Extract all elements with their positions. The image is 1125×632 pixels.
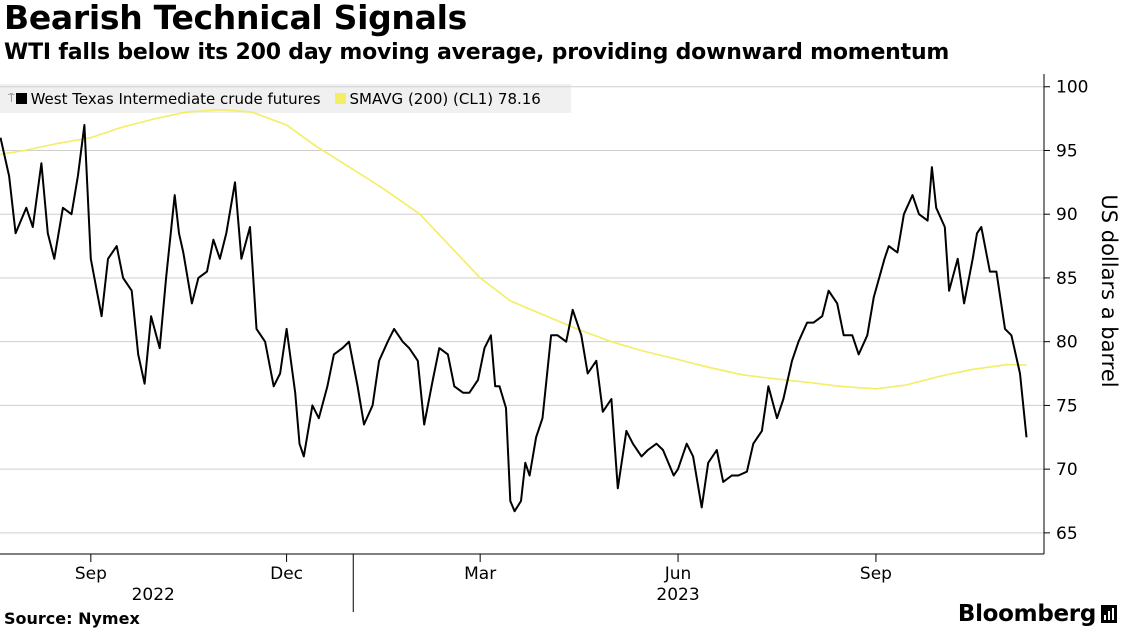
legend-item-sma: SMAVG (200) (CL1) 78.16	[334, 89, 541, 108]
legend-swatch-sma	[334, 93, 346, 104]
chart-subtitle: WTI falls below its 200 day moving avera…	[4, 40, 950, 65]
legend-label-wti: West Texas Intermediate crude futures	[30, 89, 321, 108]
legend-label-sma: SMAVG (200) (CL1) 78.16	[349, 89, 541, 108]
legend: ⍑ West Texas Intermediate crude futures …	[0, 84, 571, 113]
axes	[0, 74, 1050, 612]
series-lines	[0, 108, 1028, 513]
y-tick-label: 100	[1056, 78, 1088, 98]
brand-logo: Bloomberg	[958, 601, 1117, 627]
y-tick-label: 70	[1056, 460, 1078, 480]
bar-chart-icon	[1101, 605, 1117, 623]
x-tick-label: Sep	[75, 564, 107, 584]
brand-name: Bloomberg	[957, 601, 1096, 627]
legend-swatch-wti	[15, 93, 27, 104]
y-tick-label: 75	[1056, 396, 1078, 416]
y-tick-label: 85	[1056, 269, 1078, 289]
x-tick-label: Jun	[664, 564, 692, 584]
x-tick-label: Mar	[464, 564, 496, 584]
x-year-label: 2022	[132, 585, 175, 605]
source-note: Source: Nymex	[4, 609, 140, 628]
tick-labels: 65 70 75 80 85 90 95 100 Sep Dec Mar Jun Sep 2022 2023…	[75, 78, 1121, 605]
y-tick-label: 95	[1056, 141, 1078, 161]
x-tick-label: Dec	[270, 564, 303, 584]
sma-200-line	[0, 108, 1027, 390]
wti-price-line	[0, 124, 1028, 513]
x-tick-label: Sep	[860, 564, 892, 584]
gridlines	[0, 86, 1044, 534]
y-tick-label: 80	[1056, 333, 1078, 353]
y-tick-label: 90	[1056, 205, 1078, 225]
y-tick-label: 65	[1056, 524, 1078, 544]
x-year-label: 2023	[656, 585, 699, 605]
y-axis-title: US dollars a barrel	[1097, 194, 1121, 387]
chart-title: Bearish Technical Signals	[4, 0, 467, 37]
legend-item-wti: ⍑ West Texas Intermediate crude futures	[8, 90, 321, 108]
legend-marker-icon: ⍑	[8, 91, 15, 105]
